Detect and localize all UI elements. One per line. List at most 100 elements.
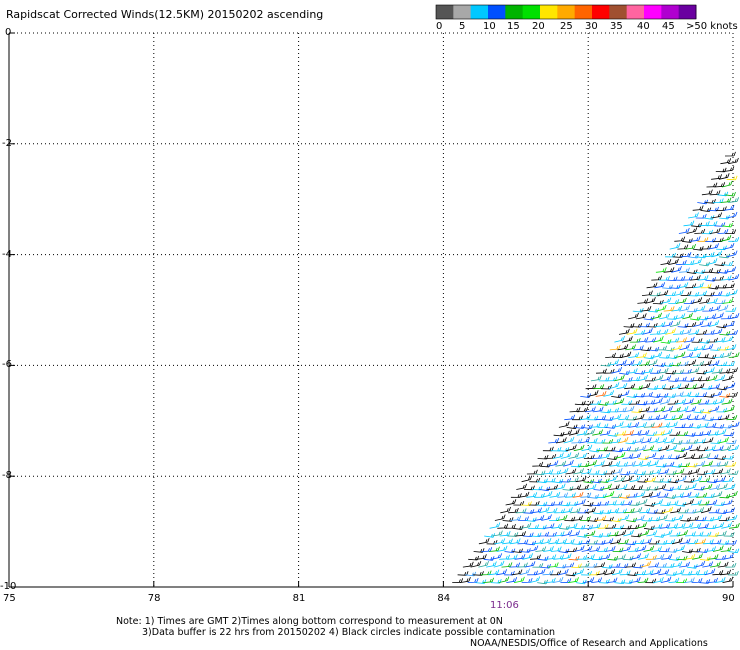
wind-barb bbox=[711, 328, 723, 335]
wind-barb bbox=[700, 244, 712, 250]
wind-barb bbox=[679, 538, 691, 545]
wind-barb bbox=[712, 445, 724, 452]
wind-barb bbox=[567, 477, 579, 483]
wind-barb bbox=[700, 430, 712, 436]
wind-barb bbox=[722, 335, 734, 343]
wind-barb bbox=[668, 299, 680, 304]
wind-barb bbox=[715, 530, 727, 537]
wind-barb bbox=[609, 437, 621, 444]
wind-barb bbox=[583, 478, 595, 484]
wind-barb bbox=[722, 374, 733, 382]
wind-barb bbox=[720, 158, 732, 165]
wind-barb bbox=[569, 407, 581, 413]
time-annotation: 11:06 bbox=[490, 600, 519, 611]
x-tick-label: 81 bbox=[292, 593, 306, 604]
colorbar-swatch bbox=[436, 5, 454, 19]
wind-barb bbox=[723, 242, 735, 250]
wind-barb bbox=[594, 562, 606, 568]
wind-barb bbox=[688, 329, 700, 335]
wind-barb bbox=[529, 576, 541, 583]
wind-barb bbox=[674, 423, 686, 428]
wind-barb bbox=[484, 533, 496, 538]
wind-barb bbox=[572, 491, 584, 498]
wind-barb bbox=[597, 446, 608, 452]
wind-barb bbox=[622, 336, 633, 343]
chart-title: Rapidscat Corrected Winds(12.5KM) 201502… bbox=[6, 8, 324, 21]
wind-barb bbox=[642, 367, 654, 374]
wind-barb bbox=[532, 538, 544, 545]
wind-barb bbox=[681, 444, 693, 452]
wind-barb bbox=[571, 438, 583, 444]
wind-barb bbox=[504, 523, 516, 529]
wind-barb bbox=[664, 539, 676, 545]
wind-barb bbox=[650, 468, 662, 475]
wind-barb bbox=[631, 359, 643, 366]
wind-barb bbox=[622, 579, 633, 584]
wind-barb bbox=[501, 562, 513, 568]
wind-barb bbox=[633, 539, 645, 545]
wind-barb bbox=[478, 537, 490, 545]
wind-barb bbox=[698, 523, 709, 529]
wind-barb bbox=[673, 492, 684, 498]
wind-barb bbox=[637, 336, 649, 343]
wind-barb bbox=[638, 429, 650, 436]
wind-barb bbox=[675, 475, 687, 483]
wind-barb bbox=[520, 522, 532, 529]
wind-barb bbox=[663, 461, 675, 467]
wind-barb bbox=[597, 423, 609, 428]
wind-barb bbox=[518, 491, 530, 498]
wind-barb bbox=[685, 383, 697, 390]
wind-barb bbox=[654, 406, 666, 413]
wind-barb bbox=[498, 576, 510, 583]
wind-barb bbox=[637, 298, 649, 304]
wind-barb bbox=[691, 297, 703, 304]
wind-barb bbox=[655, 304, 667, 312]
wind-barb bbox=[547, 562, 559, 568]
wind-barb bbox=[704, 468, 716, 475]
wind-barb bbox=[658, 468, 669, 475]
wind-barb bbox=[714, 577, 726, 583]
wind-barb bbox=[722, 454, 734, 460]
wind-barb bbox=[695, 253, 707, 259]
wind-barb bbox=[720, 445, 732, 452]
wind-barb bbox=[553, 431, 565, 437]
wind-barb bbox=[648, 437, 660, 444]
wind-barb bbox=[693, 320, 704, 327]
wind-barb bbox=[726, 289, 738, 296]
wind-barb bbox=[564, 414, 576, 421]
wind-barb bbox=[662, 320, 673, 327]
x-tick-label: 90 bbox=[722, 593, 735, 604]
wind-barb bbox=[724, 507, 735, 514]
wind-barb bbox=[577, 406, 589, 413]
wind-barb bbox=[645, 555, 657, 560]
wind-barb bbox=[690, 398, 702, 405]
wind-barb bbox=[713, 312, 724, 320]
wind-barb bbox=[515, 531, 526, 537]
wind-barb bbox=[651, 523, 663, 529]
wind-barb bbox=[672, 413, 684, 421]
wind-barb bbox=[705, 277, 717, 282]
wind-barb bbox=[706, 478, 718, 484]
wind-barb bbox=[674, 276, 686, 281]
wind-barb bbox=[709, 461, 721, 467]
wind-barb bbox=[634, 369, 646, 375]
wind-barb bbox=[483, 556, 495, 561]
wind-barb bbox=[506, 554, 518, 560]
wind-barb bbox=[544, 577, 556, 583]
wind-barb bbox=[609, 344, 621, 351]
wind-barb bbox=[700, 506, 712, 514]
wind-barb bbox=[646, 282, 658, 289]
wind-barb bbox=[708, 405, 720, 413]
wind-barb bbox=[720, 235, 732, 242]
colorbar-swatch bbox=[678, 5, 697, 19]
wind-barb bbox=[538, 531, 550, 537]
wind-barb bbox=[669, 406, 681, 413]
wind-barb bbox=[645, 476, 656, 483]
wind-barb bbox=[721, 522, 732, 529]
wind-barb bbox=[710, 304, 721, 312]
wind-barb bbox=[540, 563, 551, 569]
wind-barb bbox=[653, 553, 665, 560]
wind-barb bbox=[711, 174, 722, 180]
wind-barb bbox=[615, 407, 627, 413]
wind-barb bbox=[637, 577, 649, 583]
